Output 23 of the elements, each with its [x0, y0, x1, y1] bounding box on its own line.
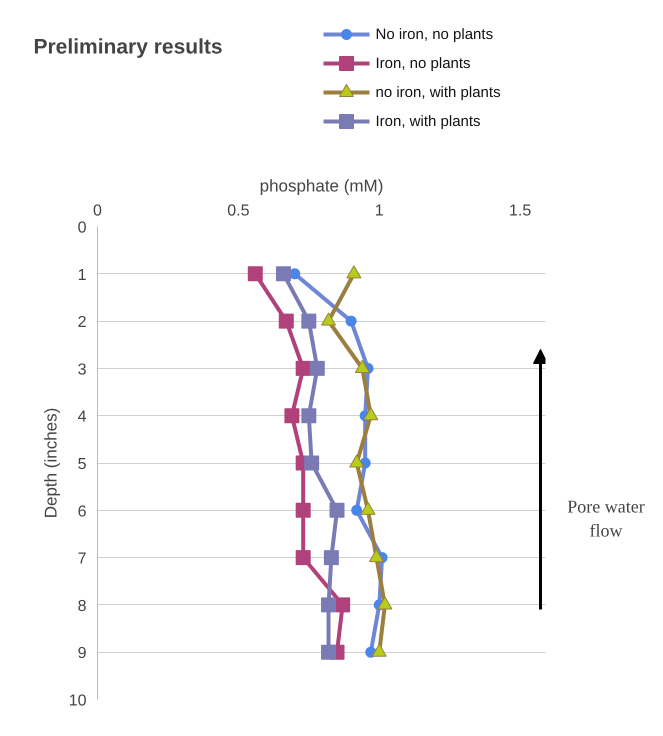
x-axis-title: phosphate (mM)	[260, 176, 384, 196]
y-tick-label: 4	[78, 408, 87, 426]
y-tick-label: 1	[78, 266, 87, 284]
legend-label: no iron, with plants	[376, 84, 501, 101]
text: Pore water flow	[567, 496, 645, 540]
y-tick-label: 3	[78, 361, 87, 378]
y-axis-title: Depth (inches)	[42, 408, 61, 518]
x-tick-label: 0.5	[227, 202, 250, 220]
legend-label: Iron, with plants	[376, 113, 481, 130]
y-tick-label: 0	[78, 220, 87, 236]
y-tick-label: 10	[68, 692, 87, 710]
y-tick-label: 8	[78, 598, 87, 615]
y-tick-label: 9	[78, 645, 87, 662]
legend-label: No iron, no plants	[376, 26, 494, 43]
x-tick-label: 1	[374, 202, 384, 220]
x-tick-label: 1.5	[509, 202, 532, 220]
chart-title: Preliminary results	[34, 36, 223, 58]
x-tick-label: 0	[93, 202, 102, 220]
y-tick-label: 5	[78, 456, 87, 473]
y-tick-label: 6	[78, 503, 87, 520]
y-tick-label: 7	[78, 550, 87, 568]
legend-label: Iron, no plants	[376, 55, 471, 72]
y-tick-label: 2	[78, 314, 87, 332]
